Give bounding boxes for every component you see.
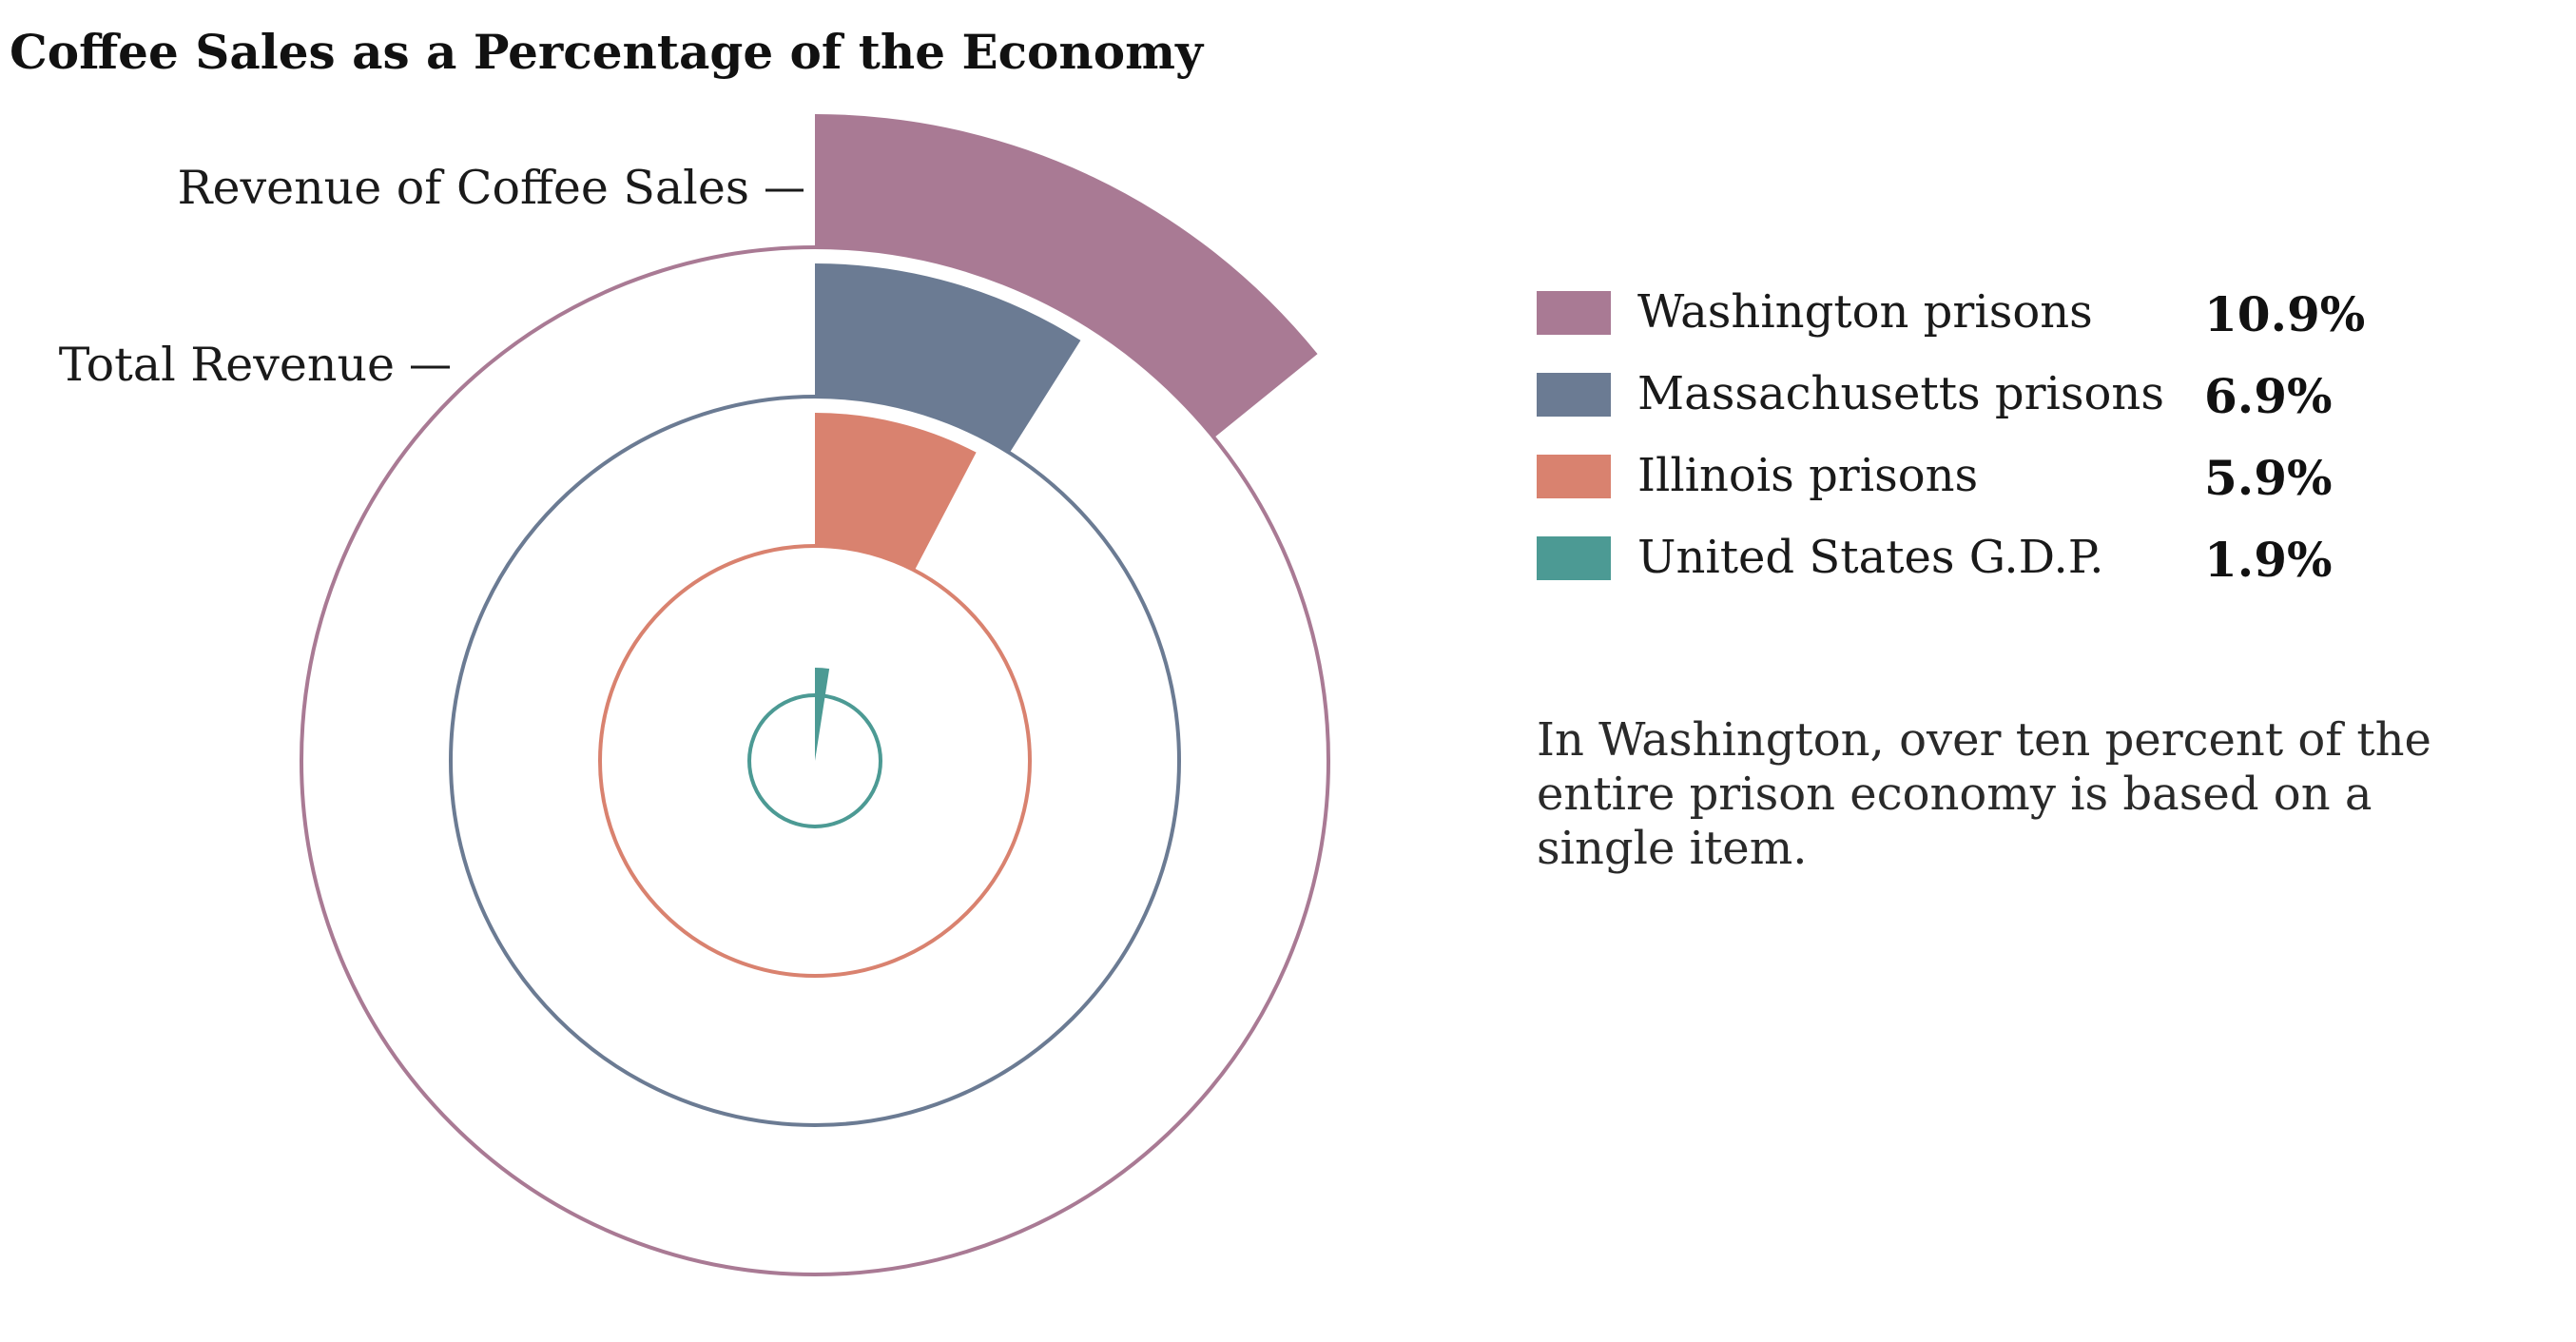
bar-united-states-g-d-p <box>815 668 830 761</box>
bar-washington-prisons <box>815 114 1318 438</box>
annotation-text: In Washington, over ten percent of the e… <box>1537 713 2431 875</box>
legend-value-washington-prisons: 10.9% <box>2204 286 2365 342</box>
legend-label-massachusetts-prisons: Massachusetts prisons <box>1637 367 2164 420</box>
legend-swatch-washington-prisons <box>1537 291 1611 335</box>
legend-label-united-states-g-d-p: United States G.D.P. <box>1637 531 2104 584</box>
legend-value-illinois-prisons: 5.9% <box>2204 450 2333 506</box>
legend-label-illinois-prisons: Illinois prisons <box>1637 449 1978 502</box>
bar-illinois-prisons <box>815 413 977 571</box>
coffee-sales-label: Revenue of Coffee Sales <box>178 161 749 215</box>
chart-title: Coffee Sales as a Percentage of the Econ… <box>10 24 1205 80</box>
total-revenue-label: Total Revenue <box>59 338 395 392</box>
bars-group <box>815 114 1318 761</box>
legend-value-massachusetts-prisons: 6.9% <box>2204 368 2333 424</box>
legend: Washington prisons 10.9% Massachusetts pri… <box>1537 285 2365 588</box>
legend-swatch-illinois-prisons <box>1537 455 1611 498</box>
legend-label-washington-prisons: Washington prisons <box>1637 285 2093 339</box>
legend-swatch-massachusetts-prisons <box>1537 373 1611 417</box>
bar-massachusetts-prisons <box>815 263 1081 454</box>
legend-value-united-states-g-d-p: 1.9% <box>2204 532 2333 588</box>
legend-swatch-united-states-g-d-p <box>1537 536 1611 580</box>
